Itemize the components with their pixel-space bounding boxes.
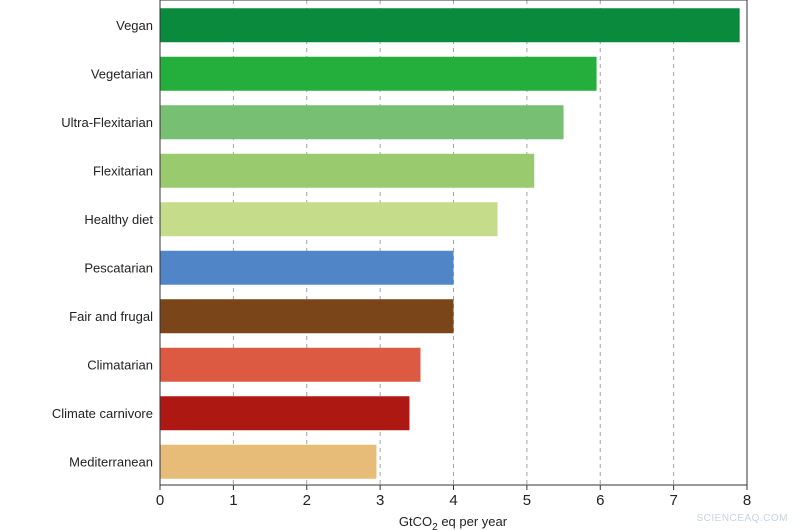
bar xyxy=(160,8,740,43)
x-tick-label: 1 xyxy=(229,492,237,509)
category-label: Vegan xyxy=(116,18,153,33)
x-axis-title: GtCO2 eq per year xyxy=(399,514,508,530)
x-tick-label: 8 xyxy=(743,492,751,509)
watermark: SCIENCEAQ.COM xyxy=(696,513,788,524)
bar xyxy=(160,347,421,382)
category-label: Climate carnivore xyxy=(52,406,153,421)
x-axis-title-main: GtCO xyxy=(399,514,432,529)
bar xyxy=(160,202,498,237)
bar xyxy=(160,250,454,285)
category-label: Vegetarian xyxy=(91,66,153,81)
x-tick-label: 0 xyxy=(156,492,164,509)
x-axis-title-subscript: 2 xyxy=(432,522,438,530)
bar xyxy=(160,396,410,431)
x-tick-label: 5 xyxy=(523,492,531,509)
x-tick-label: 3 xyxy=(376,492,384,509)
category-label: Ultra-Flexitarian xyxy=(61,115,153,130)
category-label: Healthy diet xyxy=(84,212,153,227)
x-tick-label: 7 xyxy=(669,492,677,509)
category-label: Mediterranean xyxy=(69,454,153,469)
x-tick-label: 2 xyxy=(303,492,311,509)
bars xyxy=(160,8,740,479)
category-label: Climatarian xyxy=(87,357,153,372)
category-labels: Vegan Vegetarian Ultra-Flexitarian Flexitar… xyxy=(52,18,154,470)
bar xyxy=(160,153,535,188)
bar xyxy=(160,444,377,479)
x-axis-ticks: 0 1 2 3 4 5 6 7 8 xyxy=(156,485,751,509)
category-label: Pescatarian xyxy=(84,260,153,275)
category-label: Flexitarian xyxy=(93,163,153,178)
x-axis-title-rest: eq per year xyxy=(438,514,508,529)
bar xyxy=(160,56,597,91)
bar xyxy=(160,299,454,334)
category-label: Fair and frugal xyxy=(69,309,153,324)
x-tick-label: 6 xyxy=(596,492,604,509)
x-tick-label: 4 xyxy=(449,492,457,509)
bar xyxy=(160,105,564,140)
